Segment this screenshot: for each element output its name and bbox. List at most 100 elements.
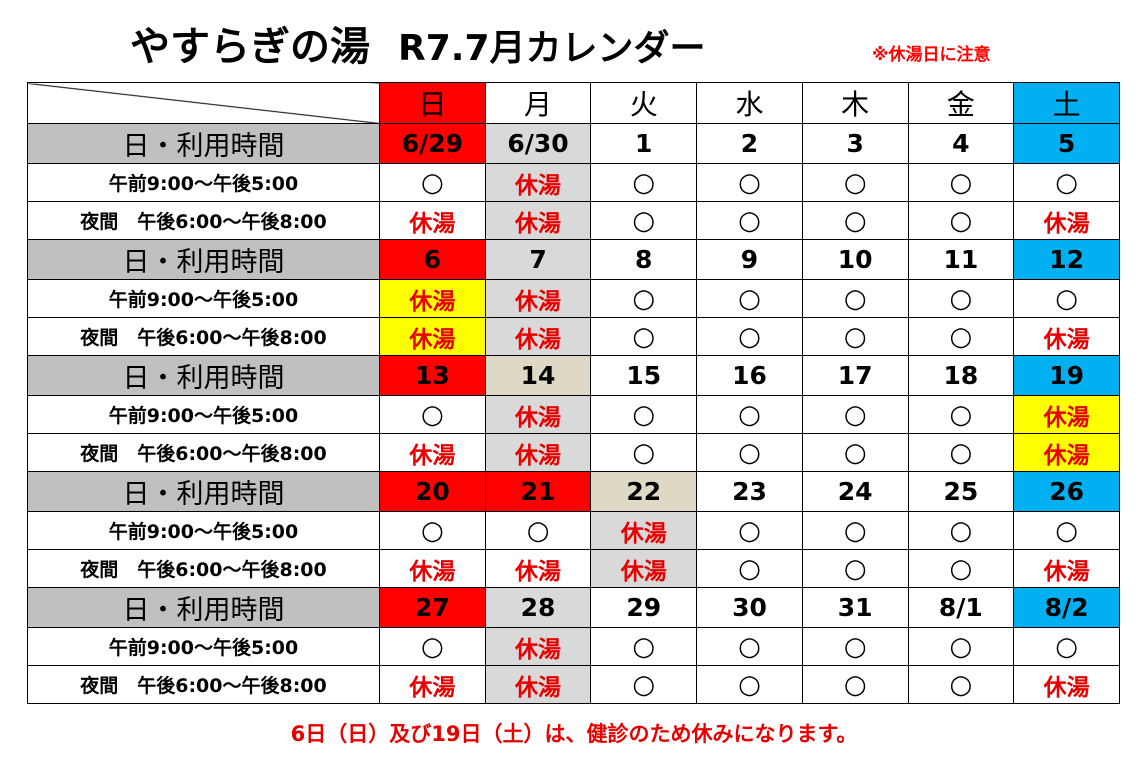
open-status: ○ [590, 627, 698, 666]
date-cell: 20 [379, 471, 486, 512]
date-cell: 6/29 [379, 123, 486, 164]
closed-status: 休湯 [590, 549, 698, 588]
date-cell: 10 [801, 239, 909, 280]
time-slot-label: 夜間 午後6:00～午後8:00 [27, 201, 380, 240]
open-status: ○ [801, 433, 909, 472]
date-cell: 17 [801, 355, 909, 396]
evening-row: 夜間 午後6:00～午後8:00 休湯 休湯 休湯 ○ ○ ○ 休湯 [27, 549, 1120, 588]
page-title: やすらぎの湯 R7.7月カレンダー [130, 14, 706, 72]
closed-status: 休湯 [484, 317, 592, 356]
date-row: 日・利用時間 13 14 15 16 17 18 19 [27, 355, 1120, 396]
date-row-label: 日・利用時間 [27, 471, 380, 512]
weekday-header: 土 [1013, 82, 1120, 124]
open-status: ○ [696, 317, 803, 356]
open-status: ○ [1013, 279, 1120, 318]
open-status: ○ [801, 511, 909, 550]
date-cell: 6/30 [484, 123, 592, 164]
open-status: ○ [907, 201, 1015, 240]
calendar-subtitle: R7.7月カレンダー [398, 28, 706, 69]
facility-name: やすらぎの湯 [130, 24, 370, 70]
time-slot-label: 午前9:00～午後5:00 [27, 511, 380, 550]
daytime-row: 午前9:00～午後5:00 休湯 休湯 ○ ○ ○ ○ ○ [27, 279, 1120, 318]
open-status: ○ [696, 627, 803, 666]
date-cell: 31 [801, 587, 909, 628]
weekday-header: 木 [801, 82, 909, 124]
open-status: ○ [907, 549, 1015, 588]
calendar-table: 日月火水木金土日・利用時間 6/29 6/30 1 2 3 4 5 午前9:00～午後5:00 ○… [27, 82, 1120, 704]
date-cell: 14 [484, 355, 592, 396]
open-status: ○ [590, 279, 698, 318]
date-cell: 26 [1013, 471, 1120, 512]
closed-status: 休湯 [590, 511, 698, 550]
weekday-header: 日 [379, 82, 486, 124]
evening-row: 夜間 午後6:00～午後8:00 休湯 休湯 ○ ○ ○ ○ 休湯 [27, 665, 1120, 704]
date-cell: 8 [590, 239, 698, 280]
open-status: ○ [801, 201, 909, 240]
time-slot-label: 夜間 午後6:00～午後8:00 [27, 665, 380, 704]
date-cell: 16 [696, 355, 803, 396]
footer-notice: 6日（日）及び19日（土）は、健診のため休みになります。 [290, 722, 858, 746]
daytime-row: 午前9:00～午後5:00 ○ ○ 休湯 ○ ○ ○ ○ [27, 511, 1120, 550]
open-status: ○ [379, 163, 486, 202]
daytime-row: 午前9:00～午後5:00 ○ 休湯 ○ ○ ○ ○ ○ [27, 163, 1120, 202]
closed-status: 休湯 [484, 279, 592, 318]
closed-status: 休湯 [484, 395, 592, 434]
open-status: ○ [801, 549, 909, 588]
date-row: 日・利用時間 6/29 6/30 1 2 3 4 5 [27, 123, 1120, 164]
closed-status: 休湯 [484, 201, 592, 240]
date-cell: 3 [801, 123, 909, 164]
closed-status: 休湯 [379, 279, 486, 318]
closed-status: 休湯 [379, 549, 486, 588]
date-cell: 15 [590, 355, 698, 396]
date-cell: 5 [1013, 123, 1120, 164]
open-status: ○ [696, 665, 803, 704]
date-cell: 6 [379, 239, 486, 280]
date-cell: 11 [907, 239, 1015, 280]
date-cell: 18 [907, 355, 1015, 396]
open-status: ○ [379, 511, 486, 550]
time-slot-label: 午前9:00～午後5:00 [27, 163, 380, 202]
open-status: ○ [590, 317, 698, 356]
open-status: ○ [696, 433, 803, 472]
open-status: ○ [801, 395, 909, 434]
date-row-label: 日・利用時間 [27, 123, 380, 164]
date-cell: 8/2 [1013, 587, 1120, 628]
date-cell: 7 [484, 239, 592, 280]
open-status: ○ [696, 163, 803, 202]
date-cell: 25 [907, 471, 1015, 512]
closed-status: 休湯 [379, 201, 486, 240]
closed-status: 休湯 [484, 627, 592, 666]
date-cell: 21 [484, 471, 592, 512]
open-status: ○ [590, 395, 698, 434]
closed-status: 休湯 [1013, 433, 1120, 472]
open-status: ○ [801, 665, 909, 704]
closure-notice: ※休湯日に注意 [872, 45, 991, 65]
date-row-label: 日・利用時間 [27, 355, 380, 396]
evening-row: 夜間 午後6:00～午後8:00 休湯 休湯 ○ ○ ○ ○ 休湯 [27, 201, 1120, 240]
evening-row: 夜間 午後6:00～午後8:00 休湯 休湯 ○ ○ ○ ○ 休湯 [27, 433, 1120, 472]
closed-status: 休湯 [484, 433, 592, 472]
open-status: ○ [801, 627, 909, 666]
closed-status: 休湯 [1013, 665, 1120, 704]
date-row-label: 日・利用時間 [27, 587, 380, 628]
open-status: ○ [801, 317, 909, 356]
open-status: ○ [590, 433, 698, 472]
open-status: ○ [907, 395, 1015, 434]
date-cell: 23 [696, 471, 803, 512]
open-status: ○ [907, 511, 1015, 550]
open-status: ○ [801, 279, 909, 318]
date-cell: 12 [1013, 239, 1120, 280]
weekday-header: 火 [590, 82, 698, 124]
open-status: ○ [696, 201, 803, 240]
weekday-header: 金 [907, 82, 1015, 124]
closed-status: 休湯 [379, 317, 486, 356]
date-cell: 29 [590, 587, 698, 628]
open-status: ○ [379, 627, 486, 666]
corner-cell [27, 82, 380, 124]
open-status: ○ [907, 279, 1015, 318]
weekday-header-row: 日月火水木金土 [27, 82, 1120, 124]
time-slot-label: 夜間 午後6:00～午後8:00 [27, 433, 380, 472]
open-status: ○ [801, 163, 909, 202]
time-slot-label: 午前9:00～午後5:00 [27, 395, 380, 434]
open-status: ○ [379, 395, 486, 434]
